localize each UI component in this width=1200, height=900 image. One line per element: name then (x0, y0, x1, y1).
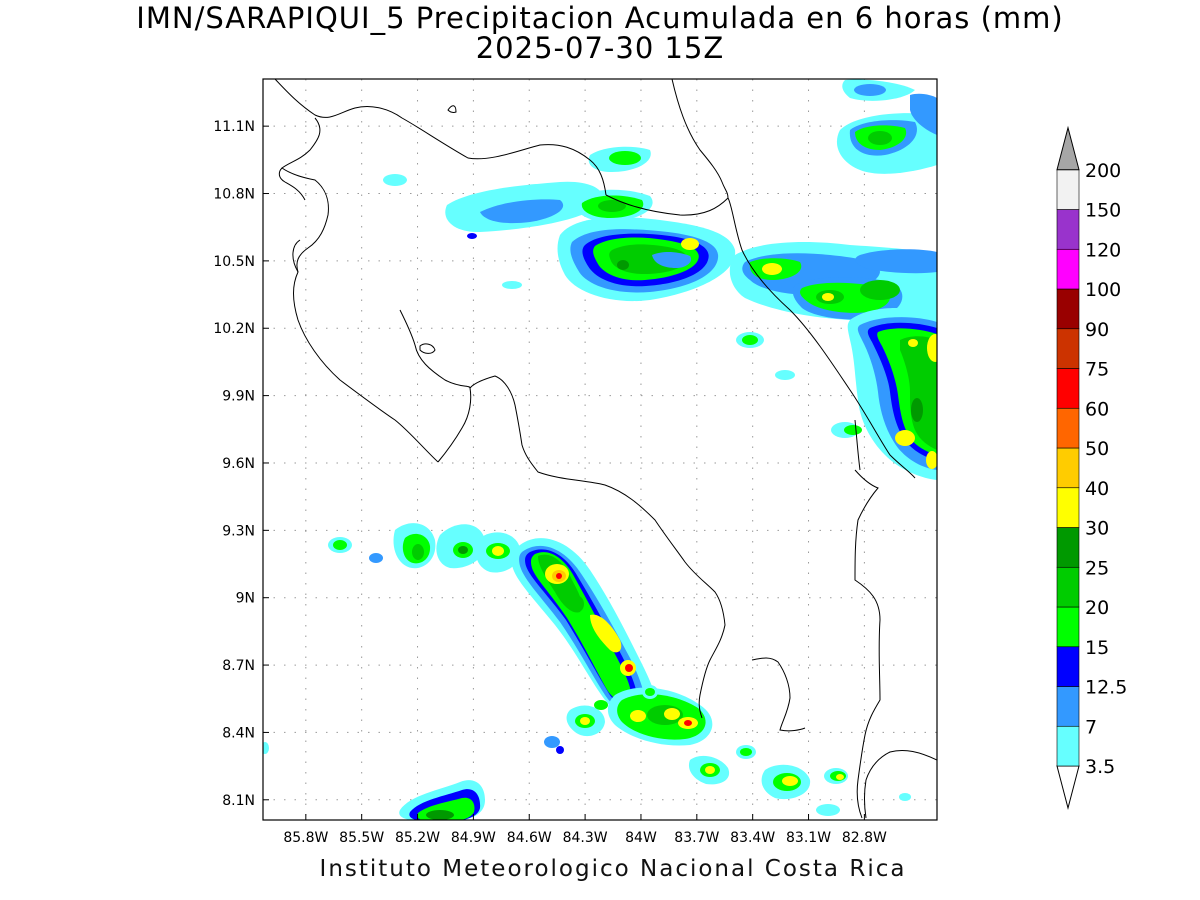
lon-label: 84W (625, 830, 657, 846)
legend-swatch (1056, 447, 1080, 489)
lat-label: 10.2N (213, 321, 255, 337)
precip-cell-north-central (557, 217, 736, 302)
coastline-panama (854, 469, 881, 819)
precip-cell-north-west (445, 181, 603, 233)
legend-swatch (1056, 169, 1080, 210)
legend-label: 60 (1085, 398, 1109, 420)
coastline-nicaragua-north-pacific (278, 167, 306, 201)
legend-label: 90 (1085, 319, 1109, 341)
legend-label: 150 (1085, 200, 1121, 222)
legend-label: 30 (1085, 518, 1109, 540)
coastline-peninsula-nicoya (281, 117, 439, 463)
coastline-gulf-nicoya (437, 375, 726, 719)
legend-label: 12.5 (1085, 677, 1127, 699)
legend-label: 15 (1085, 637, 1109, 659)
map-title: IMN/SARAPIQUI_5 Precipitacion Acumulada … (136, 1, 1064, 35)
lat-label: 10.5N (213, 254, 255, 270)
precip-cell-nicaragua-top (836, 79, 937, 174)
precip-cell-caribbean-coast (847, 308, 937, 480)
legend-swatch (1056, 527, 1080, 568)
legend-swatch (1056, 487, 1080, 528)
legend-swatch (1056, 368, 1080, 409)
legend-label: 20 (1085, 597, 1109, 619)
legend-label: 40 (1085, 478, 1109, 500)
lon-label: 84.6W (507, 830, 552, 846)
coastline-panama-east (864, 749, 937, 819)
legend-swatch (1056, 606, 1080, 648)
map-frame (262, 78, 938, 821)
legend-label: 50 (1085, 438, 1109, 460)
coastlines (274, 79, 937, 819)
lon-label: 83.7W (674, 830, 719, 846)
legend-swatch (1056, 725, 1080, 767)
precip-cell-osa-peninsula (544, 685, 713, 754)
legend-swatch (1056, 646, 1080, 687)
legend-swatch (1056, 328, 1080, 369)
legend-swatch (1056, 686, 1080, 727)
legend-swatch (1056, 566, 1080, 608)
precipitation-field (263, 79, 937, 820)
legend-swatch (1056, 248, 1080, 290)
precip-cell-osa-west (328, 523, 521, 573)
border-nicaragua-costa-rica (605, 194, 729, 216)
precip-cell-south-coast (399, 780, 485, 820)
island-lake (447, 105, 457, 113)
latitude-labels: 11.1N 10.8N 10.5N 10.2N 9.9N 9.6N 9.3N 9N 8.7N 8.… (213, 119, 269, 809)
color-legend: 3.5 7 12.5 15 20 25 30 40 50 60 75 90 100 120 150 200 (1056, 125, 1127, 810)
lon-label: 85.2W (395, 830, 440, 846)
lon-label: 82.8W (842, 830, 887, 846)
lon-label: 83.1W (786, 830, 831, 846)
credit-footer: Instituto Meteorologico Nacional Costa R… (319, 856, 907, 882)
longitude-labels: 85.8W 85.5W 85.2W 84.9W 84.6W 84.3W 84W 83.7W 83… (283, 814, 887, 846)
precip-cell-small-isolated (263, 174, 911, 801)
lon-label: 85.5W (339, 830, 384, 846)
legend-overflow-arrow (1056, 125, 1080, 171)
legend-label: 25 (1085, 557, 1109, 579)
coastline-nicaragua-lake (274, 79, 607, 196)
legend-underflow-arrow (1056, 765, 1080, 810)
lat-label: 8.1N (222, 793, 255, 809)
precip-cell-north-lake (574, 146, 653, 222)
lat-label: 11.1N (213, 119, 255, 135)
legend-label: 75 (1085, 359, 1109, 381)
lat-label: 9.6N (222, 456, 255, 472)
map-subtitle: 2025-07-30 15Z (475, 31, 725, 65)
legend-label: 7 (1085, 716, 1097, 738)
lat-label: 9.3N (222, 523, 255, 539)
legend-swatch (1056, 407, 1080, 449)
legend-swatch (1056, 209, 1080, 250)
lat-label: 9.9N (222, 389, 255, 405)
lat-label: 10.8N (213, 187, 255, 203)
precip-cell-southeast (688, 745, 848, 816)
lon-label: 83.4W (730, 830, 775, 846)
precip-cell-north-east (729, 242, 937, 330)
lat-label: 8.7N (222, 658, 255, 674)
legend-label: 120 (1085, 239, 1121, 261)
coastline-peninsula-osa (751, 657, 806, 732)
island-small (419, 343, 436, 354)
coastline-caribbean (671, 79, 916, 479)
legend-label: 3.5 (1085, 756, 1115, 778)
lon-label: 85.8W (283, 830, 328, 846)
coastline-nicaragua-north (292, 239, 301, 273)
border-costa-rica-panama (854, 419, 861, 471)
legend-label: 200 (1085, 160, 1121, 182)
lon-label: 84.3W (563, 830, 608, 846)
coastline-gulf-inner (399, 309, 471, 389)
lon-label: 84.9W (451, 830, 496, 846)
lat-label: 9N (236, 591, 255, 607)
legend-swatch (1056, 288, 1080, 330)
legend-label: 100 (1085, 279, 1121, 301)
precip-cell-pacific-ridge (511, 538, 657, 722)
lat-label: 8.4N (222, 725, 255, 741)
